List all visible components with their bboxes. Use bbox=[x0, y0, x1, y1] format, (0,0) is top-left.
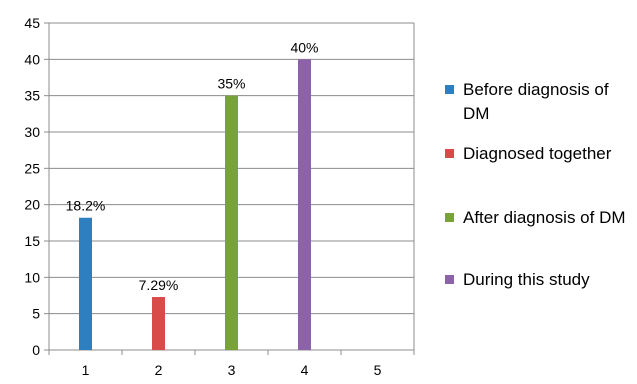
data-label-2: 7.29% bbox=[139, 277, 179, 293]
legend-label-before-diagnosis: Before diagnosis of DM bbox=[463, 80, 609, 123]
y-tick-label-10: 10 bbox=[24, 269, 40, 285]
legend-swatch-during-study bbox=[445, 275, 454, 284]
x-tick-label-1: 1 bbox=[82, 362, 90, 378]
y-tick-label-40: 40 bbox=[24, 51, 40, 67]
bar-1 bbox=[79, 217, 92, 350]
y-tick-label-25: 25 bbox=[24, 160, 40, 176]
bar-2 bbox=[152, 297, 165, 350]
y-tick-label-0: 0 bbox=[32, 342, 40, 358]
data-label-4: 40% bbox=[290, 39, 318, 55]
y-tick-label-15: 15 bbox=[24, 233, 40, 249]
x-tick-label-5: 5 bbox=[374, 362, 382, 378]
x-tick-label-4: 4 bbox=[301, 362, 309, 378]
bar-4 bbox=[298, 59, 311, 350]
y-tick-label-35: 35 bbox=[24, 88, 40, 104]
legend-swatch-after-diagnosis bbox=[445, 213, 454, 222]
legend-label-diagnosed-together: Diagnosed together bbox=[463, 144, 612, 163]
legend-label-after-diagnosis: After diagnosis of DM bbox=[463, 208, 626, 227]
y-tick-label-45: 45 bbox=[24, 15, 40, 31]
data-label-3: 35% bbox=[217, 76, 245, 92]
legend-label-during-study: During this study bbox=[463, 270, 590, 289]
y-tick-label-30: 30 bbox=[24, 124, 40, 140]
data-label-1: 18.2% bbox=[66, 198, 106, 214]
legend-swatch-diagnosed-together bbox=[445, 149, 454, 158]
x-tick-label-3: 3 bbox=[228, 362, 236, 378]
x-tick-label-2: 2 bbox=[155, 362, 163, 378]
legend-swatch-before-diagnosis bbox=[445, 85, 454, 94]
y-tick-label-5: 5 bbox=[32, 306, 40, 322]
y-tick-label-20: 20 bbox=[24, 197, 40, 213]
bar-3 bbox=[225, 95, 238, 351]
